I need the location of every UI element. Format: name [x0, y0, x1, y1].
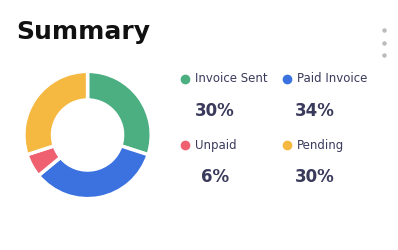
Wedge shape [27, 146, 60, 176]
Text: 6%: 6% [201, 168, 229, 186]
Text: Summary: Summary [16, 20, 150, 44]
Text: 34%: 34% [295, 102, 334, 120]
Text: Paid Invoice: Paid Invoice [297, 72, 367, 85]
Wedge shape [88, 71, 151, 155]
Text: Unpaid: Unpaid [195, 138, 237, 151]
Text: 30%: 30% [195, 102, 235, 120]
Text: Pending: Pending [297, 138, 344, 151]
Wedge shape [24, 71, 88, 155]
Text: Invoice Sent: Invoice Sent [195, 72, 267, 85]
Wedge shape [39, 146, 148, 199]
Text: 30%: 30% [295, 168, 334, 186]
